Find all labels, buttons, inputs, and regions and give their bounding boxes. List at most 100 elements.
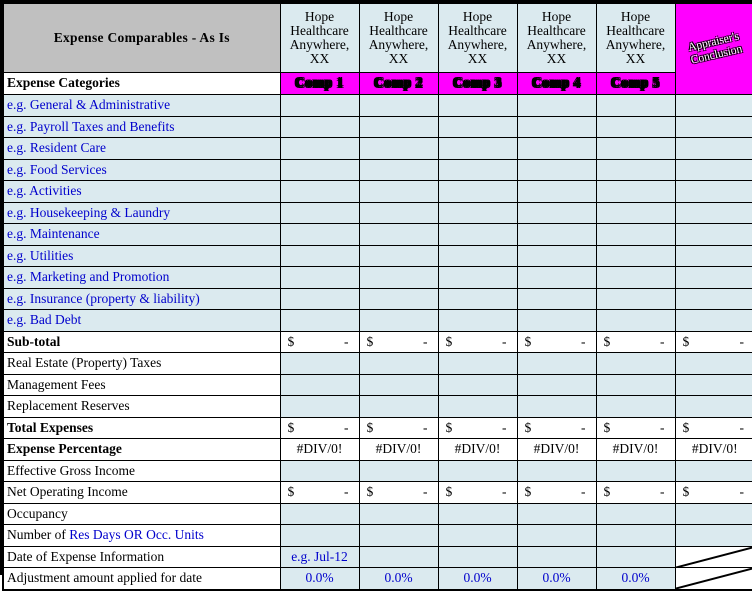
cell-empty[interactable] — [438, 503, 517, 525]
cell-empty[interactable] — [517, 181, 596, 203]
cell-empty[interactable] — [517, 267, 596, 289]
cell-date[interactable] — [438, 546, 517, 568]
cell-empty[interactable] — [359, 267, 438, 289]
cell-empty[interactable] — [517, 202, 596, 224]
cell-empty[interactable] — [596, 396, 675, 418]
cell-currency-conclusion[interactable]: $- — [675, 331, 752, 353]
cell-currency[interactable]: $- — [359, 331, 438, 353]
cell-empty[interactable] — [596, 95, 675, 117]
cell-empty[interactable] — [596, 267, 675, 289]
cell-percent[interactable]: 0.0% — [517, 568, 596, 590]
cell-empty[interactable] — [280, 181, 359, 203]
cell-empty-conclusion[interactable] — [675, 224, 752, 246]
cell-date[interactable] — [359, 546, 438, 568]
cell-empty[interactable] — [280, 224, 359, 246]
cell-empty[interactable] — [596, 116, 675, 138]
cell-empty[interactable] — [359, 525, 438, 547]
cell-empty[interactable] — [359, 202, 438, 224]
cell-empty[interactable] — [438, 310, 517, 332]
cell-empty[interactable] — [517, 116, 596, 138]
cell-empty[interactable] — [359, 181, 438, 203]
cell-empty-conclusion[interactable] — [675, 181, 752, 203]
cell-empty[interactable] — [359, 288, 438, 310]
cell-empty-conclusion[interactable] — [675, 374, 752, 396]
cell-empty-conclusion[interactable] — [675, 138, 752, 160]
cell-empty[interactable] — [517, 224, 596, 246]
cell-empty[interactable] — [596, 310, 675, 332]
cell-empty[interactable] — [596, 460, 675, 482]
cell-empty[interactable] — [596, 181, 675, 203]
cell-empty[interactable] — [438, 460, 517, 482]
cell-empty[interactable] — [359, 159, 438, 181]
cell-currency[interactable]: $- — [517, 417, 596, 439]
cell-empty[interactable] — [280, 116, 359, 138]
cell-currency[interactable]: $- — [359, 417, 438, 439]
cell-empty-conclusion[interactable] — [675, 159, 752, 181]
cell-empty[interactable] — [596, 353, 675, 375]
cell-empty[interactable] — [438, 374, 517, 396]
cell-empty[interactable] — [359, 245, 438, 267]
cell-empty[interactable] — [596, 525, 675, 547]
cell-empty[interactable] — [517, 95, 596, 117]
cell-empty[interactable] — [438, 159, 517, 181]
cell-empty[interactable] — [359, 310, 438, 332]
cell-empty-conclusion[interactable] — [675, 267, 752, 289]
cell-currency[interactable]: $- — [280, 331, 359, 353]
cell-empty[interactable] — [359, 460, 438, 482]
cell-empty[interactable] — [438, 95, 517, 117]
cell-empty[interactable] — [280, 245, 359, 267]
cell-empty-conclusion[interactable] — [675, 202, 752, 224]
cell-empty-conclusion[interactable] — [675, 288, 752, 310]
cell-empty[interactable] — [280, 353, 359, 375]
cell-empty[interactable] — [438, 288, 517, 310]
cell-currency[interactable]: $- — [438, 331, 517, 353]
cell-date[interactable] — [517, 546, 596, 568]
cell-empty[interactable] — [280, 310, 359, 332]
cell-empty[interactable] — [517, 159, 596, 181]
cell-empty[interactable] — [517, 353, 596, 375]
cell-empty[interactable] — [517, 396, 596, 418]
cell-div0[interactable]: #DIV/0! — [596, 439, 675, 461]
cell-empty[interactable] — [280, 525, 359, 547]
cell-empty[interactable] — [280, 460, 359, 482]
cell-empty[interactable] — [596, 288, 675, 310]
cell-empty[interactable] — [438, 245, 517, 267]
cell-empty[interactable] — [359, 224, 438, 246]
cell-currency[interactable]: $- — [517, 482, 596, 504]
cell-empty[interactable] — [517, 374, 596, 396]
cell-empty[interactable] — [596, 503, 675, 525]
cell-empty[interactable] — [517, 245, 596, 267]
cell-percent[interactable]: 0.0% — [438, 568, 517, 590]
cell-empty[interactable] — [280, 374, 359, 396]
cell-empty[interactable] — [596, 138, 675, 160]
cell-currency-conclusion[interactable]: $- — [675, 417, 752, 439]
cell-empty[interactable] — [280, 396, 359, 418]
cell-empty[interactable] — [359, 374, 438, 396]
cell-div0[interactable]: #DIV/0! — [280, 439, 359, 461]
cell-empty-conclusion[interactable] — [675, 503, 752, 525]
cell-currency-conclusion[interactable]: $- — [675, 482, 752, 504]
cell-empty[interactable] — [280, 138, 359, 160]
cell-currency[interactable]: $- — [280, 482, 359, 504]
cell-empty[interactable] — [438, 138, 517, 160]
cell-currency[interactable]: $- — [359, 482, 438, 504]
cell-empty[interactable] — [596, 245, 675, 267]
cell-empty[interactable] — [517, 310, 596, 332]
cell-empty[interactable] — [517, 288, 596, 310]
cell-empty[interactable] — [438, 353, 517, 375]
cell-empty[interactable] — [596, 374, 675, 396]
cell-div0[interactable]: #DIV/0! — [517, 439, 596, 461]
cell-empty[interactable] — [359, 116, 438, 138]
cell-empty-conclusion[interactable] — [675, 525, 752, 547]
cell-empty[interactable] — [438, 525, 517, 547]
cell-date[interactable] — [596, 546, 675, 568]
cell-percent[interactable]: 0.0% — [280, 568, 359, 590]
cell-currency[interactable]: $- — [438, 482, 517, 504]
cell-empty[interactable] — [438, 267, 517, 289]
cell-empty[interactable] — [280, 159, 359, 181]
cell-empty[interactable] — [438, 224, 517, 246]
cell-empty[interactable] — [280, 503, 359, 525]
cell-empty[interactable] — [359, 95, 438, 117]
cell-div0[interactable]: #DIV/0! — [359, 439, 438, 461]
cell-currency[interactable]: $- — [596, 417, 675, 439]
